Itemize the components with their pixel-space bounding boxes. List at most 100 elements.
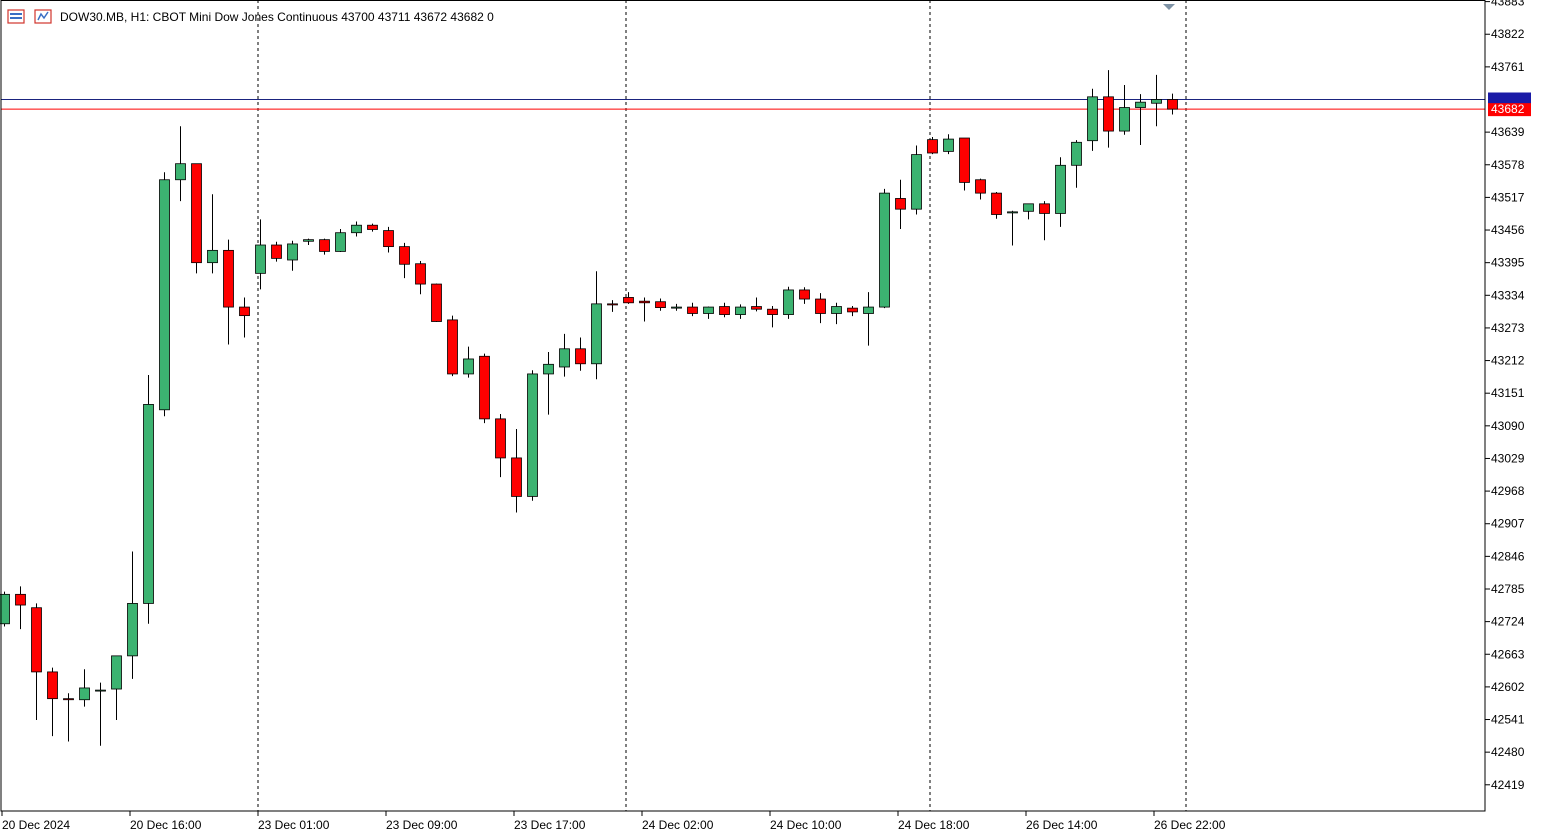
x-tick-label: 20 Dec 2024: [2, 818, 70, 832]
candle[interactable]: [703, 306, 714, 319]
candle[interactable]: [975, 178, 986, 200]
candle-body: [271, 244, 282, 259]
candle[interactable]: [1167, 93, 1178, 115]
candle[interactable]: [1039, 201, 1050, 241]
candle[interactable]: [367, 223, 378, 232]
candle[interactable]: [655, 298, 666, 311]
candle[interactable]: [1135, 94, 1146, 145]
candle[interactable]: [1087, 88, 1098, 151]
candle[interactable]: [95, 682, 106, 746]
candle[interactable]: [303, 238, 314, 246]
candle[interactable]: [1071, 140, 1082, 188]
candle[interactable]: [447, 315, 458, 377]
candle-body: [95, 689, 106, 692]
candle[interactable]: [191, 163, 202, 274]
header-icons: [7, 9, 52, 24]
candle[interactable]: [431, 283, 442, 323]
candle[interactable]: [1007, 210, 1018, 246]
candle[interactable]: [687, 302, 698, 317]
candle[interactable]: [943, 134, 954, 155]
candle[interactable]: [575, 337, 586, 371]
candle[interactable]: [495, 414, 506, 478]
candle[interactable]: [847, 305, 858, 317]
candle[interactable]: [751, 297, 762, 312]
candle[interactable]: [143, 375, 154, 624]
candle[interactable]: [591, 271, 602, 380]
candle[interactable]: [319, 238, 330, 255]
candle[interactable]: [735, 304, 746, 319]
candle[interactable]: [799, 287, 810, 304]
candle[interactable]: [895, 179, 906, 229]
candle[interactable]: [351, 221, 362, 237]
candle[interactable]: [719, 302, 730, 318]
candle[interactable]: [1023, 203, 1034, 220]
candle[interactable]: [671, 303, 682, 311]
candle[interactable]: [79, 669, 90, 707]
candle[interactable]: [911, 145, 922, 215]
y-tick-label: 43090: [1491, 419, 1525, 433]
candle-body: [1119, 107, 1130, 132]
x-tick-label: 24 Dec 10:00: [770, 818, 842, 832]
candle[interactable]: [1103, 70, 1114, 148]
candle[interactable]: [879, 188, 890, 309]
candle[interactable]: [255, 219, 266, 290]
candle[interactable]: [783, 286, 794, 319]
candle[interactable]: [271, 241, 282, 262]
candle[interactable]: [959, 137, 970, 191]
candle-body: [463, 358, 474, 375]
candle[interactable]: [479, 353, 490, 424]
candle[interactable]: [31, 603, 42, 721]
candle[interactable]: [639, 297, 650, 322]
y-tick-label: 43151: [1491, 386, 1525, 400]
candle[interactable]: [831, 302, 842, 325]
indicator-window-icon[interactable]: [34, 9, 52, 24]
candle-body: [719, 306, 730, 315]
candle-body: [47, 671, 58, 700]
candle[interactable]: [927, 136, 938, 155]
price-lines: [1, 99, 1485, 110]
candle[interactable]: [559, 333, 570, 377]
candle[interactable]: [991, 192, 1002, 219]
candle[interactable]: [127, 551, 138, 679]
candle[interactable]: [383, 226, 394, 253]
candle[interactable]: [527, 370, 538, 501]
candle[interactable]: [207, 194, 218, 274]
candle[interactable]: [607, 300, 618, 312]
candle[interactable]: [1119, 85, 1130, 135]
candle[interactable]: [415, 261, 426, 295]
chart-shift-marker-icon[interactable]: [1163, 4, 1175, 10]
candle-body: [703, 306, 714, 314]
candle[interactable]: [111, 655, 122, 721]
y-tick-label: 42968: [1491, 484, 1525, 498]
candle[interactable]: [159, 172, 170, 417]
candle[interactable]: [1151, 74, 1162, 127]
candle[interactable]: [15, 586, 26, 630]
candle[interactable]: [767, 305, 778, 328]
candle[interactable]: [863, 292, 874, 346]
candle[interactable]: [1055, 157, 1066, 227]
candle[interactable]: [287, 240, 298, 271]
candle[interactable]: [335, 228, 346, 252]
candle-body: [351, 224, 362, 234]
candle-body: [447, 319, 458, 375]
candle[interactable]: [399, 242, 410, 279]
candle[interactable]: [47, 667, 58, 737]
candle-body: [943, 138, 954, 152]
candle-body: [415, 263, 426, 285]
candle[interactable]: [463, 346, 474, 378]
candle[interactable]: [63, 693, 74, 742]
candle[interactable]: [175, 126, 186, 202]
candle-body: [303, 239, 314, 242]
candle[interactable]: [511, 429, 522, 513]
candle-body: [1007, 211, 1018, 214]
chart-window-icon[interactable]: [7, 9, 25, 24]
candle[interactable]: [239, 297, 250, 338]
candle[interactable]: [0, 591, 10, 627]
candle[interactable]: [623, 292, 634, 304]
candle[interactable]: [815, 293, 826, 324]
candle[interactable]: [543, 352, 554, 415]
ask-price-tag: [1488, 92, 1531, 104]
candle[interactable]: [223, 239, 234, 345]
